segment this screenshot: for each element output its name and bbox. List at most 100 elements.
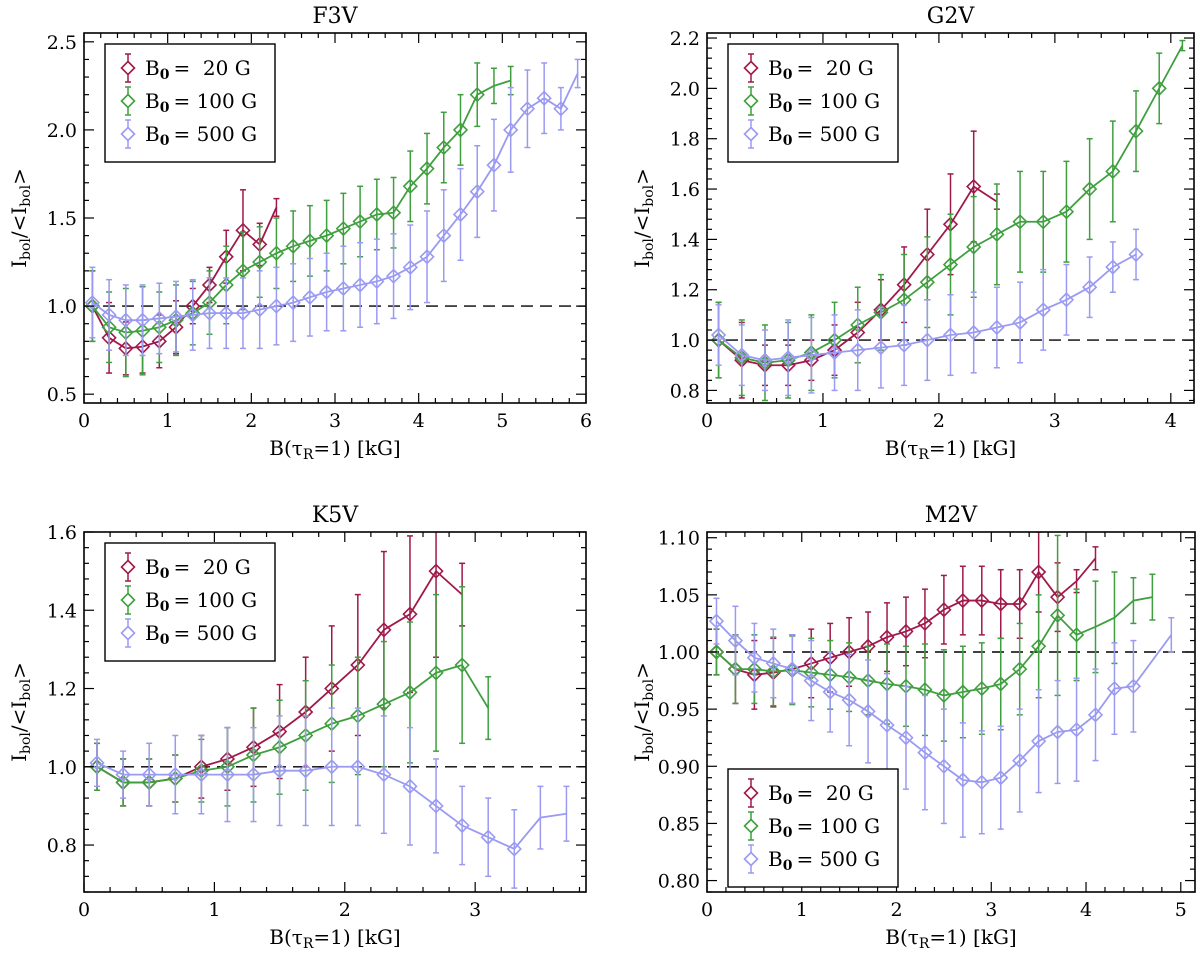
data-point: [402, 778, 418, 794]
x-tick-label: 1: [208, 899, 220, 921]
y-axis-label: Ibol/<Ibol>: [630, 662, 657, 762]
legend-marker: [120, 60, 136, 76]
data-point: [898, 623, 914, 640]
data-point: [235, 305, 251, 321]
y-tick-label: 1.5: [47, 208, 77, 230]
legend-marker: [743, 60, 759, 76]
series-k5v-500g: [89, 707, 570, 889]
data-point: [841, 692, 857, 708]
legend-label: B0 = 100 G: [768, 89, 880, 116]
legend-label: B0 = 20 G: [768, 56, 874, 83]
data-point: [168, 309, 184, 325]
data-point: [1068, 627, 1085, 643]
legend-marker: [120, 592, 136, 608]
plot-frame: [706, 32, 1195, 404]
data-point: [324, 759, 340, 775]
x-tick-label: 1: [162, 410, 174, 432]
data-point: [298, 763, 314, 779]
data-point: [974, 680, 990, 697]
data-point: [710, 327, 727, 343]
data-point: [1031, 733, 1047, 749]
y-tick-label: 1.6: [670, 179, 700, 201]
x-axis-label: B(τR=1) [kG]: [885, 925, 1016, 952]
y-tick-label: 1.6: [47, 522, 77, 544]
legend-label: B0 = 500 G: [768, 122, 880, 149]
data-point: [352, 277, 368, 293]
data-point: [955, 772, 971, 788]
data-point: [917, 615, 933, 632]
data-point: [402, 259, 418, 275]
data-point: [1105, 163, 1121, 180]
data-point: [335, 280, 351, 297]
data-point: [942, 327, 959, 343]
data-point: [219, 766, 236, 783]
x-tick-label: 4: [1165, 410, 1177, 432]
data-point: [966, 178, 982, 195]
y-tick-label: 1.8: [670, 129, 700, 151]
data-point: [1012, 661, 1028, 677]
y-tick-label: 1.2: [670, 280, 700, 302]
data-point: [917, 744, 933, 761]
y-tick-label: 1.05: [658, 585, 700, 607]
data-point: [989, 226, 1005, 242]
x-tick-label: 3: [985, 899, 997, 921]
data-point: [822, 684, 838, 700]
series-m2v-500g: [708, 597, 1175, 838]
data-point: [765, 655, 781, 672]
data-point: [486, 157, 502, 173]
y-tick-label: 2.0: [47, 120, 77, 142]
series-f3v-500g: [84, 58, 581, 357]
y-tick-label: 1.0: [47, 296, 77, 318]
y-axis-label: Ibol/<Ibol>: [7, 662, 34, 762]
data-point: [201, 305, 218, 321]
legend-label: B0 = 500 G: [768, 847, 880, 874]
data-point: [252, 254, 268, 270]
x-tick-label: 3: [469, 899, 481, 921]
data-point: [436, 139, 452, 156]
data-point: [1082, 279, 1098, 295]
data-point: [1012, 596, 1028, 612]
legend: B0 = 20 G B0 = 100 G B0 = 500 G: [727, 768, 899, 888]
y-tick-label: 0.95: [658, 699, 700, 721]
data-point: [428, 563, 444, 579]
y-tick-label: 1.4: [670, 229, 700, 251]
data-point: [993, 596, 1009, 612]
legend-label: B0 = 20 G: [768, 781, 874, 808]
data-point: [1012, 752, 1028, 769]
data-point: [503, 122, 519, 138]
data-point: [708, 644, 725, 660]
data-point: [141, 766, 157, 783]
data-point: [428, 798, 444, 814]
x-tick-label: 1: [796, 899, 808, 921]
data-point: [285, 238, 301, 254]
data-point: [218, 305, 234, 321]
x-tick-label: 4: [413, 410, 425, 432]
panel-f3v: F3V 0 1 2 3 4 5 6 0.5 1.0 1.5 2.0 2.5 B(τR=1) [kG] Ibo…: [7, 4, 592, 463]
data-point: [1012, 214, 1028, 230]
data-point: [436, 227, 452, 244]
data-point: [452, 206, 469, 223]
legend-label: B0 = 100 G: [768, 814, 880, 841]
data-point: [134, 312, 151, 328]
data-point: [879, 717, 895, 733]
legend-label: B0 = 20 G: [145, 555, 251, 582]
panel-g2v: G2V 0 1 2 3 4 0.8 1.0 1.2 1.4 1.6 1.8 2.0 2.2 B(τR=1) …: [630, 4, 1195, 463]
data-point: [101, 307, 117, 323]
panel-title: G2V: [927, 4, 976, 29]
data-point: [896, 337, 912, 353]
data-point: [385, 205, 402, 221]
data-point: [469, 183, 485, 200]
legend-label: B0 = 500 G: [145, 122, 257, 149]
series-line: [715, 596, 1153, 697]
x-tick-label: 0: [78, 899, 90, 921]
data-point: [955, 592, 971, 609]
data-point: [385, 268, 402, 284]
data-point: [942, 256, 959, 273]
data-point: [1128, 246, 1144, 263]
data-point: [193, 766, 209, 783]
data-point: [369, 273, 385, 290]
legend-marker: [743, 851, 759, 867]
legend: B0 = 20 G B0 = 100 G B0 = 500 G: [104, 43, 276, 163]
legend-label: B0 = 100 G: [145, 89, 257, 116]
series-g2v-500g: [710, 228, 1144, 397]
